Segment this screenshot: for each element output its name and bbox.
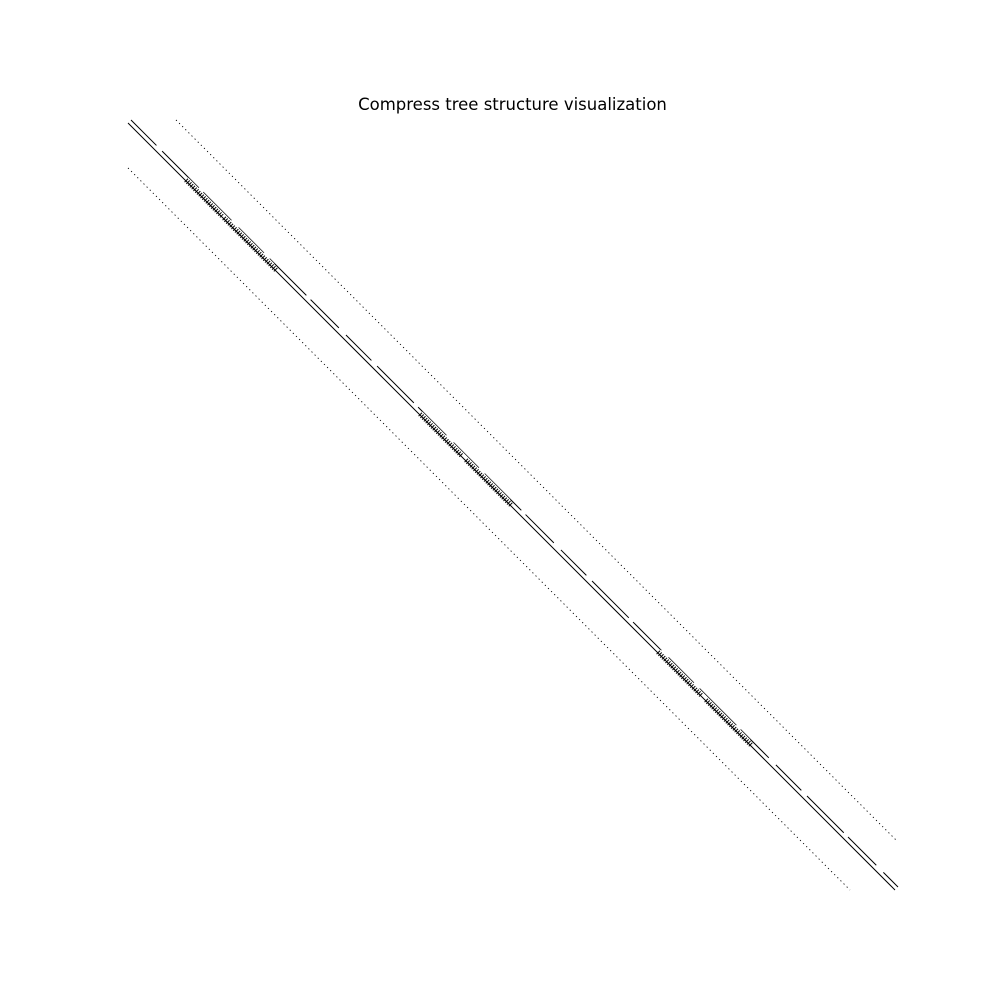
main-diagonal-inner-line xyxy=(130,119,899,888)
dense-cluster-2 xyxy=(418,411,514,508)
lower-dotted-band xyxy=(127,167,851,891)
dense-cluster-3 xyxy=(656,649,754,748)
dense-cluster-1 xyxy=(184,177,278,272)
figure-title: Compress tree structure visualization xyxy=(358,95,667,114)
upper-dotted-band xyxy=(175,119,898,842)
